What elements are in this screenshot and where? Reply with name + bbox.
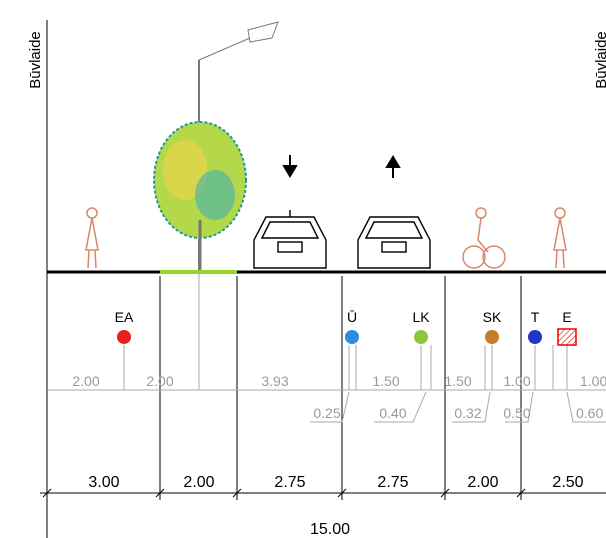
car: [357, 216, 431, 269]
car: [253, 210, 327, 269]
total-width-label: 15.00: [310, 521, 350, 538]
section-dividers: [159, 276, 522, 500]
utility-label: SK: [483, 309, 502, 325]
width-label: 2.00: [467, 474, 498, 491]
width-label: 3.00: [88, 474, 119, 491]
width-label: 2.75: [274, 474, 305, 491]
cyclist: [462, 207, 506, 269]
offset-label: 3.93: [261, 373, 288, 389]
offset-label: 0.32: [454, 405, 481, 421]
offset-label: 1.50: [444, 373, 471, 389]
utility-e: [557, 328, 577, 346]
utility-lk: [414, 330, 428, 344]
utility-sk: [485, 330, 499, 344]
offset-label: 1.00: [503, 373, 530, 389]
pedestrian: [85, 207, 567, 269]
arrow-up: [385, 155, 401, 178]
offset-label: 0.60: [576, 405, 603, 421]
utilities: [117, 328, 577, 346]
building-line-label: Būvlaide: [27, 31, 44, 89]
utility-label: T: [531, 309, 540, 325]
offset-label: 1.50: [372, 373, 399, 389]
tree: [153, 121, 247, 272]
utility-ea: [117, 330, 131, 344]
arrow-down: [282, 155, 298, 178]
offset-label: 0.25: [313, 405, 340, 421]
dimension-line: [40, 488, 606, 498]
offset-label: 1.00: [580, 373, 606, 389]
utility-label: EA: [115, 309, 134, 325]
offset-label: 0.50: [503, 405, 530, 421]
utility-u: [345, 330, 359, 344]
building-line-label: Būvlaide: [593, 31, 606, 89]
utility-label: Ū: [347, 309, 357, 325]
utility-label: E: [562, 309, 571, 325]
offset-label: 2.00: [72, 373, 99, 389]
offset-lines: [47, 272, 606, 423]
width-label: 2.00: [183, 474, 214, 491]
offset-label: 2.00: [146, 373, 173, 389]
offset-label: 0.40: [379, 405, 406, 421]
width-label: 2.75: [377, 474, 408, 491]
utility-label: LK: [412, 309, 430, 325]
utility-t: [528, 330, 542, 344]
width-label: 2.50: [552, 474, 583, 491]
